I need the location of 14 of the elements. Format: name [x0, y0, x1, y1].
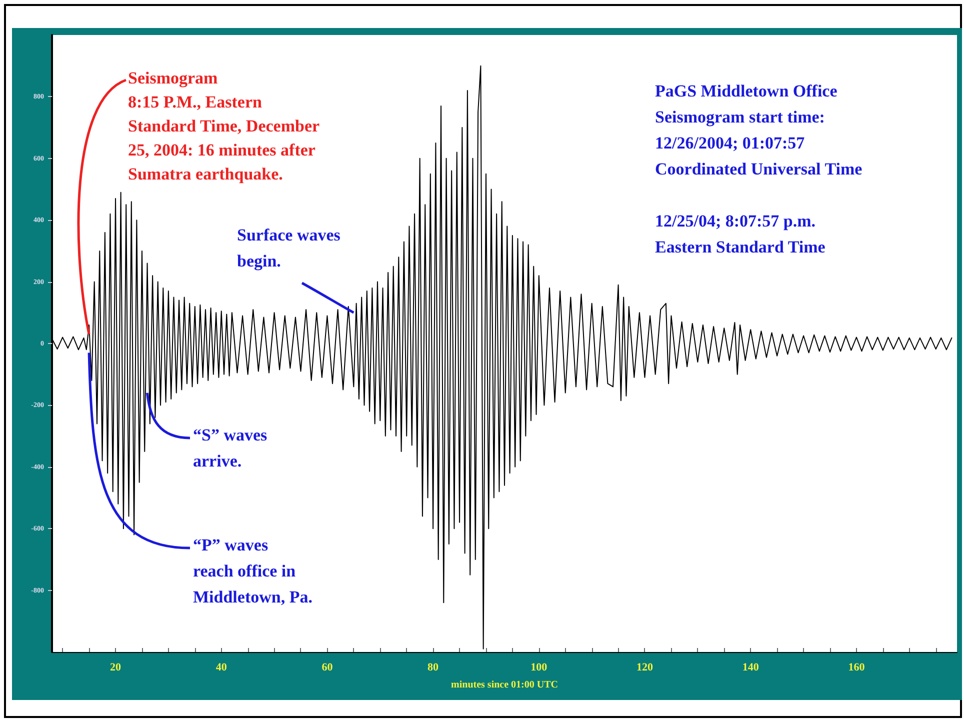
x-tick-label: 100: [530, 662, 548, 674]
x-tick-label: 140: [742, 662, 760, 674]
annotation: “S” waves arrive.: [193, 426, 268, 470]
x-axis-title: minutes since 01:00 UTC: [451, 680, 558, 690]
x-tick-label: 80: [428, 662, 440, 674]
x-tick-label: 40: [216, 662, 228, 674]
x-tick-label: 60: [322, 662, 334, 674]
annotation: Surface waves begin.: [237, 226, 341, 270]
x-tick-label: 160: [848, 662, 866, 674]
annotation: Seismogram 8:15 P.M., Eastern Standard Time, December 25, 2004: 16 minutes after Sumatra earthquake.: [128, 68, 320, 184]
text: PaGS Middletown Office Seismogram start time: 12/26/2004; 01:07:57 Coordinated Universal Time 12/25/04; 8:07:57 p.m. Eastern Standard Time: [655, 82, 862, 256]
annotation: “P” waves reach office in Middletown, Pa.: [193, 536, 312, 606]
x-tick-label: 20: [110, 662, 122, 674]
x-tick-label: 120: [636, 662, 654, 674]
